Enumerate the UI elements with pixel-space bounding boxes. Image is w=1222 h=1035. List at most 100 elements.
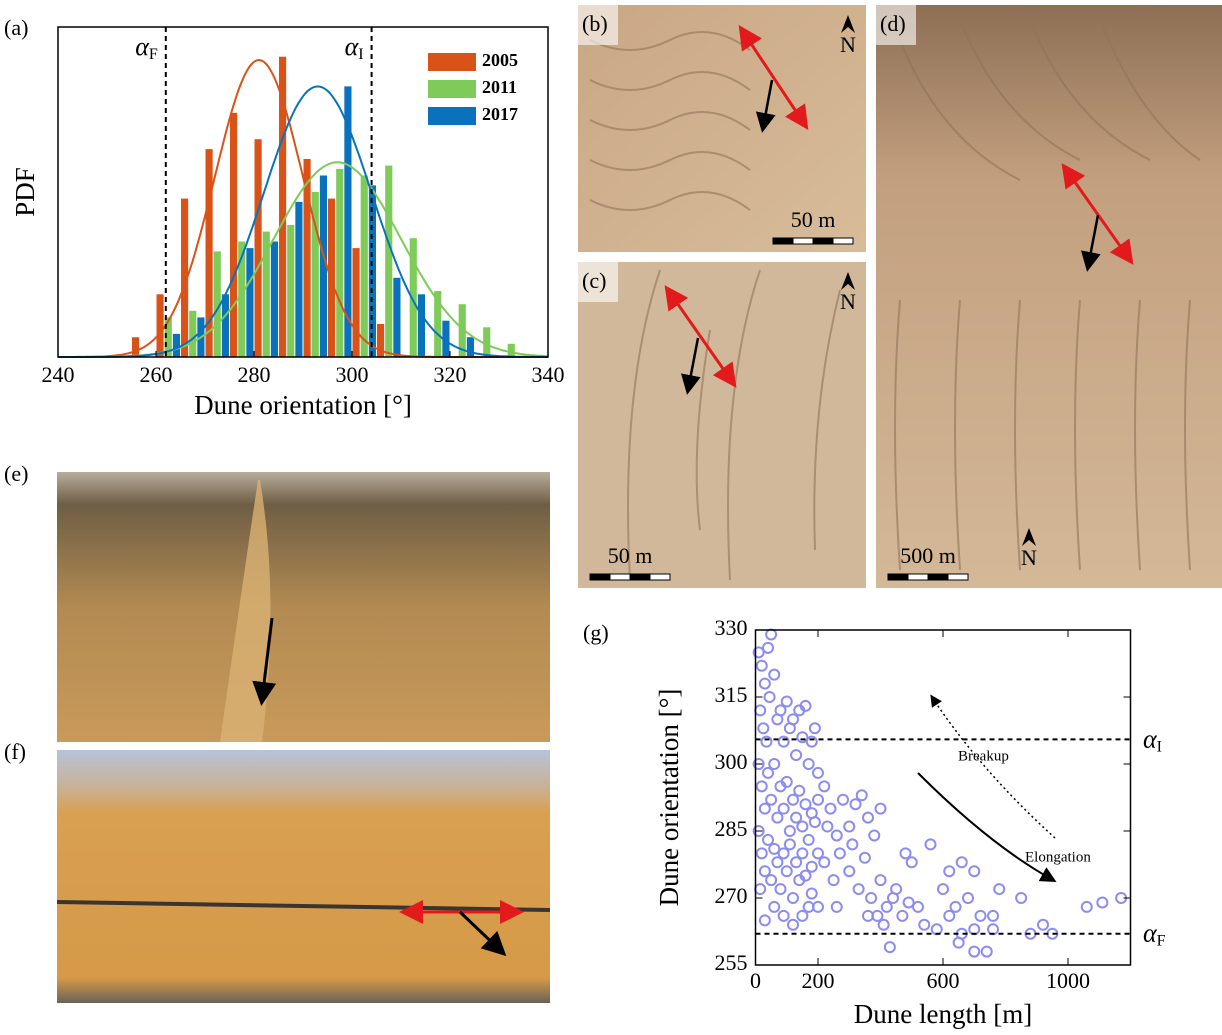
bar [319,175,327,357]
bar [303,159,311,357]
bar [213,251,221,357]
point [780,775,793,788]
legend-swatch [428,80,476,98]
scale-bar [649,573,671,581]
north-arrow [841,15,855,33]
point [802,833,815,846]
panel-label: (d) [880,11,906,36]
point [858,851,871,864]
point [796,731,809,744]
point [768,842,781,855]
north-label: N [840,32,856,57]
point [918,918,931,931]
label-bg [578,262,618,302]
arrow [1081,214,1101,272]
north-arrow [1022,528,1036,546]
point [777,847,790,860]
point [760,735,773,748]
point [843,865,856,878]
point [952,936,965,949]
bar [189,310,197,357]
point [755,659,768,672]
point [824,802,837,815]
y-tick-label: 330 [715,615,748,640]
bar [311,192,319,357]
photo-panels [56,5,1222,1003]
scale-bar [947,573,969,581]
point [877,918,890,931]
point [793,784,806,797]
point [790,811,803,824]
bar [270,241,278,357]
bar [287,225,295,357]
point [768,668,781,681]
point [968,945,981,958]
point [993,883,1006,896]
point [787,793,799,806]
point [796,847,809,860]
point [812,766,824,779]
bar [352,248,360,357]
arrow [917,772,1057,882]
point [783,825,796,837]
photo-f [57,750,550,1003]
point [758,914,771,927]
point [796,820,809,833]
point [787,713,799,726]
point [837,793,849,806]
scale-bar [609,573,631,581]
point [758,677,771,690]
point [777,802,790,815]
arrow [755,79,776,133]
point [871,909,884,922]
x-tick-label: 280 [238,362,271,387]
y-tick-label: 285 [715,816,748,841]
x-tick-label: 320 [434,362,467,387]
point [896,909,909,922]
fit-curve [58,161,549,358]
legend-label: 2011 [482,77,517,97]
bar [409,238,417,357]
bar [442,320,450,357]
point [752,646,765,659]
point [890,883,903,896]
bar [254,139,262,357]
point [812,847,824,860]
scale-bar [812,237,834,245]
y-axis-label: PDF [10,167,40,217]
point [1015,892,1028,904]
point [787,892,799,904]
panel-label: (b) [582,11,608,36]
point [821,820,834,833]
bar [238,241,246,357]
arrow [738,24,809,131]
point [790,856,803,869]
photo-e [57,472,550,742]
point [980,945,993,958]
axes-frame [57,26,549,358]
scale-label: 50 m [608,543,653,568]
bar [466,337,474,357]
point [852,883,865,896]
bar [377,324,385,357]
point [799,869,812,882]
scale-bar [832,237,854,245]
legend-swatch [428,107,476,125]
bar [344,86,352,358]
y-tick-label: 300 [715,749,748,774]
bar [507,343,515,357]
texture [589,19,1201,581]
point [763,691,776,703]
x-tick-label: 340 [532,362,565,387]
point [754,883,767,896]
line-label: αF [135,32,158,63]
subscript: I [1157,738,1162,755]
x-axis-label: Dune length [m] [854,999,1032,1029]
x-tick-label: 1000 [1046,968,1090,993]
point [862,811,874,824]
point [902,896,915,909]
line-label: αF [1143,919,1166,950]
bar [393,277,401,357]
legend-swatch [428,53,476,71]
point [812,900,824,913]
